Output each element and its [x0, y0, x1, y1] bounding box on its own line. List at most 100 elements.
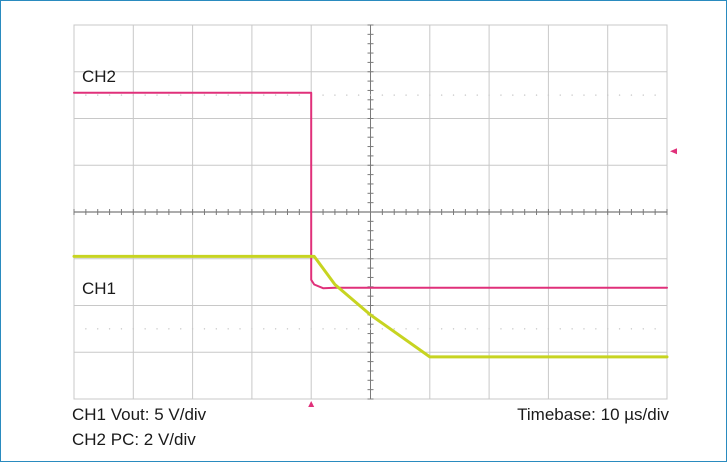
grid-dot: [215, 328, 218, 330]
grid-dot: [191, 94, 194, 96]
grid-dot: [322, 328, 324, 330]
grid-dot: [523, 94, 526, 96]
grid-dot: [405, 94, 407, 96]
grid-dot: [85, 94, 87, 96]
grid-dot: [251, 94, 253, 96]
grid-dot: [476, 328, 478, 330]
grid-dot: [393, 328, 395, 330]
ch1-label: CH1: [82, 279, 117, 298]
grid-dot: [607, 94, 609, 96]
grid-dot: [512, 94, 514, 96]
grid-dot: [630, 94, 633, 96]
grid-dot: [452, 94, 455, 96]
grid-dot: [405, 328, 407, 330]
grid-dot: [595, 94, 597, 96]
grid-dot: [417, 94, 419, 96]
grid-dot: [274, 328, 277, 330]
grid-dot: [559, 328, 561, 330]
grid-dot: [547, 94, 550, 96]
grid-dot: [500, 328, 502, 330]
grid-dot: [203, 328, 206, 330]
grid-dot: [488, 94, 490, 96]
grid-dot: [559, 94, 561, 96]
grid-dot: [547, 328, 550, 330]
ch1-scale-caption: CH1 Vout: 5 V/div: [72, 405, 207, 424]
grid-dot: [191, 328, 194, 330]
grid-dot: [180, 94, 182, 96]
grid-dot: [322, 94, 324, 96]
grid-dot: [274, 94, 277, 96]
grid-dot: [85, 328, 87, 330]
grid-dot: [464, 328, 467, 330]
grid-dot: [346, 94, 348, 96]
grid-dot: [239, 328, 241, 330]
grid-dot: [583, 328, 585, 330]
grid-dot: [535, 328, 538, 330]
grid-dot: [369, 328, 372, 330]
markers: [308, 148, 677, 407]
grid-dot: [523, 328, 526, 330]
grid-dot: [440, 328, 443, 330]
grid-dot: [310, 328, 312, 330]
grid-dot: [168, 94, 170, 96]
grid-dot: [168, 328, 170, 330]
grid-dot: [500, 94, 502, 96]
grid-dot: [595, 328, 597, 330]
grid-dot: [369, 94, 372, 96]
grid-dot: [132, 328, 134, 330]
grid-dot: [393, 94, 395, 96]
grid-dot: [120, 94, 123, 96]
grid-dot: [381, 94, 384, 96]
grid-dot: [215, 94, 218, 96]
grid-dot: [357, 328, 360, 330]
grid-dot: [108, 328, 111, 330]
graticule: [73, 24, 668, 400]
grid-dot: [298, 328, 301, 330]
grid-dot: [571, 94, 573, 96]
grid-dot: [334, 328, 336, 330]
grid-dot: [381, 328, 384, 330]
grid-dot: [144, 328, 146, 330]
grid-dot: [132, 94, 134, 96]
trigger-position-marker: [308, 401, 315, 407]
grid-dot: [239, 94, 241, 96]
grid-dot: [357, 94, 360, 96]
grid-dot: [618, 94, 621, 96]
traces: [72, 91, 669, 359]
grid-dot: [156, 328, 158, 330]
trigger-level-marker: [670, 148, 677, 155]
grid-dot: [334, 94, 336, 96]
grid-dot: [227, 94, 229, 96]
grid-dot: [488, 328, 490, 330]
grid-dot: [417, 328, 419, 330]
grid-dot: [654, 328, 656, 330]
grid-dot: [144, 94, 146, 96]
grid-dot: [97, 328, 99, 330]
grid-dot: [452, 328, 455, 330]
grid-dot: [286, 328, 289, 330]
grid-dot: [535, 94, 538, 96]
grid-dot: [263, 94, 265, 96]
grid-dot: [251, 328, 253, 330]
grid-dot: [429, 328, 431, 330]
ch2-scale-caption: CH2 PC: 2 V/div: [72, 430, 196, 449]
grid-dot: [440, 94, 443, 96]
trace-ch1: [72, 254, 669, 359]
grid-dot: [583, 94, 585, 96]
grid-dot: [97, 94, 99, 96]
grid-dot: [642, 328, 644, 330]
grid-dot: [108, 94, 111, 96]
grid-dot: [512, 328, 514, 330]
grid-dot: [286, 94, 289, 96]
grid-dot: [571, 328, 573, 330]
grid-dot: [120, 328, 123, 330]
grid-dot: [346, 328, 348, 330]
grid-dot: [203, 94, 206, 96]
grid-dot: [464, 94, 467, 96]
grid-dot: [429, 94, 431, 96]
grid-dot: [180, 328, 182, 330]
grid-dot: [263, 328, 265, 330]
grid-dot: [607, 328, 609, 330]
